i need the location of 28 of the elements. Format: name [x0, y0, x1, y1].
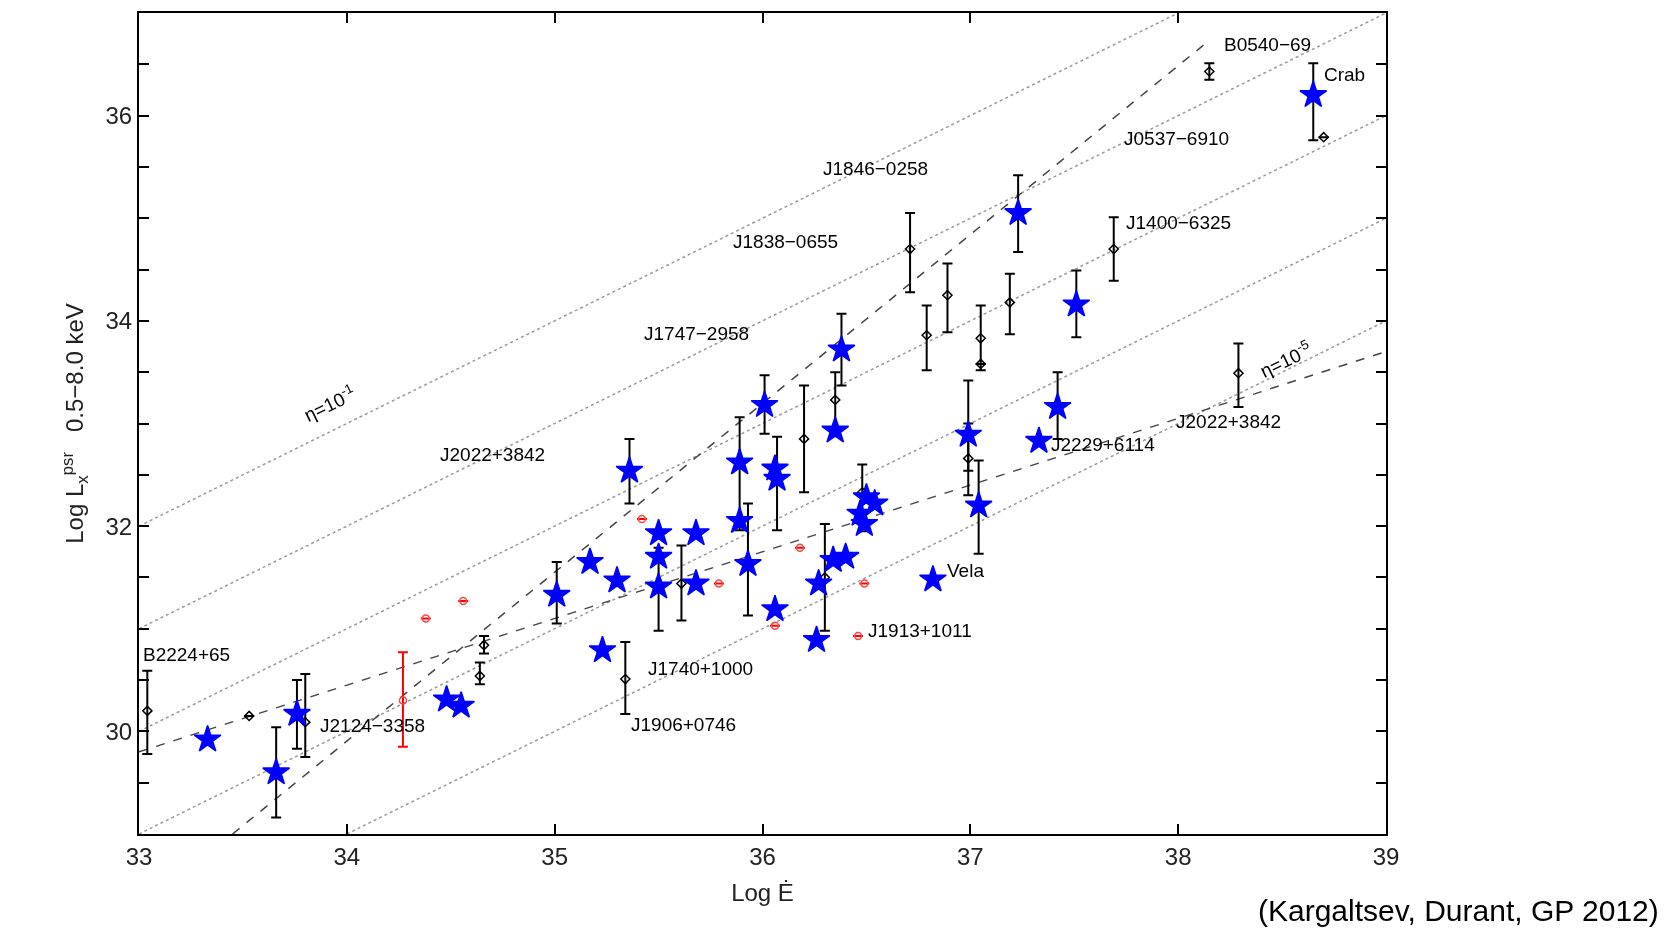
x-tick-label: 39 [1372, 842, 1400, 870]
y-tick-label: 30 [105, 717, 133, 745]
y-tick-label: 36 [105, 102, 133, 130]
y-tick-label: 34 [105, 307, 133, 335]
x-axis-title: Log Ė [731, 878, 794, 906]
text: (Kargaltsev, Durant, GP 2012) [1258, 894, 1659, 927]
annotation: J1747−2958 [644, 323, 750, 344]
annotation: J1838−0655 [733, 231, 839, 252]
annotation: Vela [947, 560, 985, 581]
x-tick-label: 38 [1164, 842, 1192, 870]
annotation: J2022+3842 [440, 444, 546, 465]
annotation: J1846−0258 [823, 158, 929, 179]
annotation: J2022+3842 [1176, 411, 1282, 432]
x-tick-label: 33 [125, 842, 153, 870]
x-tick-label: 35 [541, 842, 569, 870]
y-tick-label: 32 [105, 512, 133, 540]
x-tick-label: 36 [749, 842, 776, 870]
annotation: J1913+1011 [868, 620, 972, 641]
annotation: J1740+1000 [648, 658, 754, 679]
annotation: J1400−6325 [1126, 212, 1232, 233]
annotation: J0537−6910 [1124, 128, 1230, 149]
x-tick-label: 34 [333, 842, 361, 870]
annotation: J1906+0746 [631, 714, 737, 735]
x-tick-label: 37 [956, 842, 984, 870]
annotation: J2229+6114 [1051, 434, 1156, 455]
annotation: B0540−69 [1224, 34, 1312, 55]
annotation: B2224+65 [143, 644, 231, 665]
annotation: Crab [1324, 64, 1366, 85]
